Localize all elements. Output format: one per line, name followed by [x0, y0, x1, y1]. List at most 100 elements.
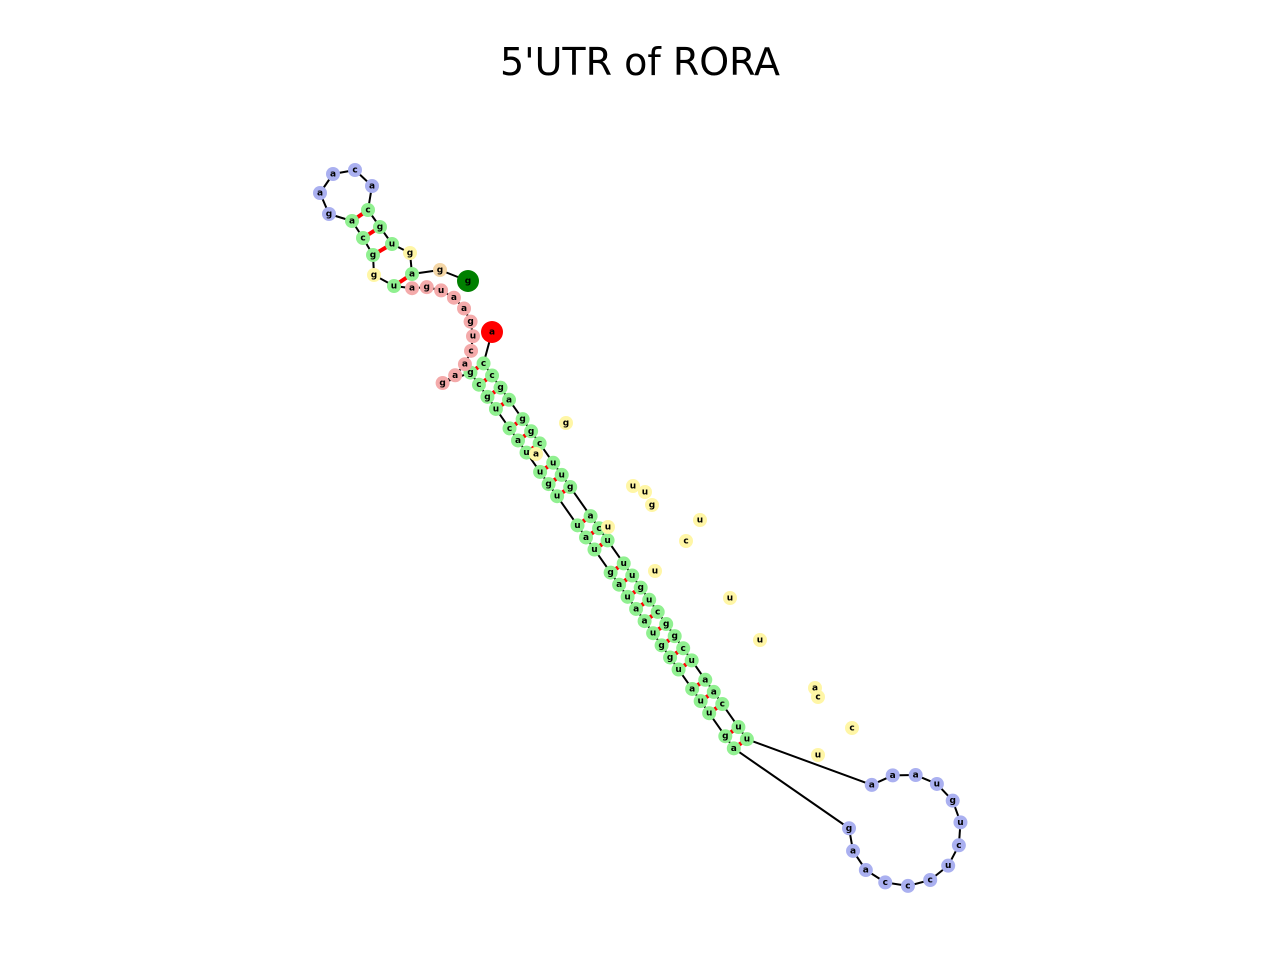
nucleotide-circle: [387, 279, 401, 293]
stem-nucleotide: u: [385, 237, 399, 251]
nucleotide-letter: a: [890, 771, 896, 781]
nucleotide-circle: [638, 485, 652, 499]
nucleotide-letter: u: [550, 458, 556, 468]
nucleotide-letter: g: [439, 378, 445, 388]
nucleotide-circle: [515, 412, 530, 427]
stem-nucleotide: u: [671, 662, 686, 677]
interior-loop-nucleotide: c: [679, 534, 693, 548]
hairpin-loop-nucleotide: g: [842, 821, 857, 836]
stem-nucleotide: g: [515, 412, 530, 427]
stem-nucleotide: u: [546, 455, 561, 470]
stem-nucleotide: u: [642, 592, 657, 607]
nucleotide-circle: [620, 589, 635, 604]
nucleotide-circle: [667, 629, 682, 644]
stem-nucleotide: a: [583, 509, 598, 524]
nucleotide-circle: [698, 672, 713, 687]
stem-nucleotide: c: [715, 697, 730, 712]
nucleotide-letter: g: [437, 266, 443, 276]
nucleotide-letter: u: [574, 521, 580, 531]
nucleotide-circle: [367, 268, 381, 282]
nucleotide-letter: u: [688, 656, 694, 666]
nucleotide-circle: [465, 329, 480, 344]
nucleotide-letter: u: [650, 629, 656, 639]
nucleotide-letter: u: [675, 665, 681, 675]
hairpin-loop-nucleotide: u: [941, 858, 956, 873]
nucleotide-circle: [532, 436, 547, 451]
nucleotide-circle: [463, 314, 478, 329]
interior-loop-nucleotide: u: [753, 633, 767, 647]
nucleotide-letter: u: [523, 448, 529, 458]
nucleotide-circle: [753, 633, 767, 647]
nucleotide-letter: u: [554, 492, 560, 502]
nucleotide-circle: [541, 477, 556, 492]
nucleotide-letter: u: [493, 404, 499, 414]
nucleotide-letter: a: [633, 604, 639, 614]
interior-loop-nucleotide: u: [693, 513, 707, 527]
nucleotide-letter: g: [519, 415, 525, 425]
interior-loop-nucleotide: u: [811, 748, 825, 762]
nucleotide-letter: g: [497, 383, 503, 393]
nucleotide-circle: [587, 542, 602, 557]
nucleotide-letter: a: [869, 780, 875, 790]
stem-nucleotide: a: [726, 741, 741, 756]
nucleotide-circle: [373, 220, 387, 234]
nucleotide-circle: [600, 533, 615, 548]
nucleotide-letter: g: [467, 368, 473, 378]
interior-loop-nucleotide: u: [626, 479, 640, 493]
nucleotide-letter: u: [945, 861, 951, 871]
nucleotide-circle: [685, 681, 700, 696]
nucleotide-circle: [348, 163, 362, 177]
stem-nucleotide: a: [685, 681, 700, 696]
nucleotide-circle: [476, 356, 491, 371]
stem-nucleotide: a: [698, 672, 713, 687]
nucleotide-circle: [457, 270, 479, 292]
nucleotide-circle: [485, 368, 500, 383]
hairpin-loop-nucleotide: a: [365, 179, 379, 193]
nucleotide-circle: [448, 368, 463, 383]
nucleotide-circle: [326, 167, 340, 181]
stem-nucleotide: c: [471, 377, 486, 392]
nucleotide-circle: [502, 392, 517, 407]
stem-nucleotide: g: [667, 629, 682, 644]
nucleotide-circle: [626, 479, 640, 493]
hairpin-loop-nucleotide: a: [864, 777, 879, 792]
nucleotide-circle: [663, 650, 678, 665]
nucleotide-circle: [578, 530, 593, 545]
nucleotide-letter: a: [461, 304, 467, 314]
interior-loop-nucleotide: g: [559, 416, 573, 430]
stem-nucleotide: u: [702, 706, 717, 721]
nucleotide-letter: g: [667, 653, 673, 663]
nucleotide-circle: [471, 377, 486, 392]
stem-nucleotide: c: [476, 356, 491, 371]
nucleotide-letter: g: [949, 796, 955, 806]
nucleotide-circle: [726, 741, 741, 756]
nucleotide-letter: u: [697, 516, 703, 526]
nucleotide-letter: g: [370, 251, 376, 261]
nucleotide-letter: u: [815, 751, 821, 761]
nucleotide-letter: g: [467, 317, 473, 327]
multiloop-nucleotide: c: [464, 343, 479, 358]
stem-nucleotide: c: [532, 436, 547, 451]
nucleotide-circle: [885, 768, 900, 783]
nucleotide-letter: g: [671, 632, 677, 642]
stem-nucleotide: g: [366, 248, 380, 262]
nucleotide-circle: [313, 186, 327, 200]
interior-loop-nucleotide: u: [648, 564, 662, 578]
nucleotide-letter: c: [956, 841, 961, 851]
nucleotide-circle: [493, 380, 508, 395]
nucleotide-letter: a: [583, 533, 589, 543]
hairpin-loop-nucleotide: c: [923, 873, 938, 888]
multiloop-nucleotide: g: [463, 314, 478, 329]
nucleotide-circle: [923, 873, 938, 888]
nucleotide-circle: [546, 455, 561, 470]
hairpin-loop-nucleotide: c: [951, 838, 966, 853]
nucleotide-circle: [900, 878, 915, 893]
stem-nucleotide: a: [502, 392, 517, 407]
nucleotide-letter: c: [352, 166, 357, 176]
three-prime-end: g: [457, 270, 479, 292]
nucleotide-circle: [702, 706, 717, 721]
nucleotide-letter: g: [637, 583, 643, 593]
nucleotide-letter: c: [683, 537, 688, 547]
hairpin-loop-nucleotide: u: [929, 776, 944, 791]
nucleotide-circle: [637, 614, 652, 629]
